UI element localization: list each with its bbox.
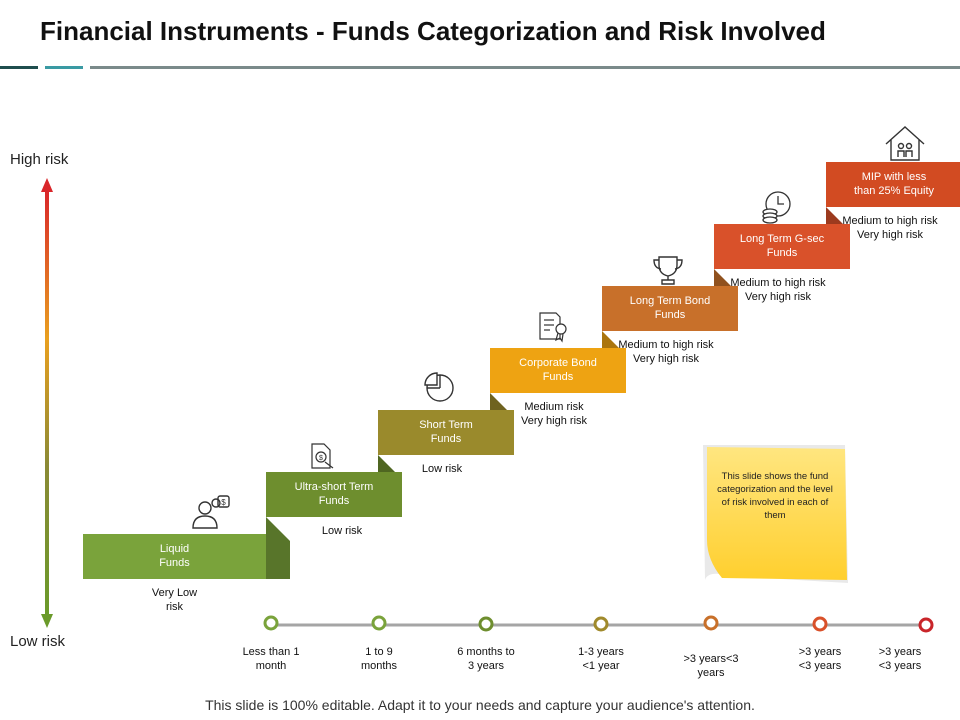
risk-line2: Very high risk: [632, 353, 700, 365]
timeline-marker-4: [593, 616, 609, 632]
step-label-line1: Liquid: [159, 543, 190, 555]
timeline-marker-1: [263, 615, 279, 631]
user-dollar-icon: $: [192, 495, 230, 529]
sticky-note: [703, 445, 848, 583]
step-label-3: Short Term Funds: [378, 418, 514, 446]
timeline-marker-2: [371, 615, 387, 631]
timeline-label-line2: months: [360, 660, 398, 672]
step-label-line1: Corporate Bond: [519, 357, 597, 369]
risk-line1: Medium to high risk: [842, 215, 938, 227]
step-label-line2: Funds: [766, 247, 798, 259]
risk-line1: Low risk: [421, 463, 463, 475]
header-rule-dark: [0, 66, 38, 69]
high-risk-label: High risk: [10, 151, 69, 168]
footer-text: This slide is 100% editable. Adapt it to…: [205, 697, 755, 713]
timeline-label-line1: 1-3 years: [578, 646, 624, 658]
timeline-marker-6: [812, 616, 828, 632]
timeline-label-line1: >3 years: [878, 646, 922, 658]
step-label-line1: MIP with less: [861, 171, 927, 183]
timeline-label-line2: 3 years: [467, 660, 505, 672]
certificate-icon: [539, 312, 567, 343]
timeline-label-line1: 6 months to: [457, 646, 515, 658]
step-block-1: [83, 534, 266, 579]
step-label-line1: Short Term: [419, 419, 473, 431]
house-family-icon: [885, 126, 925, 161]
svg-text:$: $: [221, 498, 226, 507]
timeline-marker-7: [918, 617, 934, 633]
step-label-4: Corporate Bond Funds: [490, 356, 626, 384]
step-label-line1: Ultra-short Term: [294, 481, 374, 493]
step-risk-2: Low risk: [282, 524, 402, 538]
timeline-marker-3: [478, 616, 494, 632]
risk-line1: Medium to high risk: [618, 339, 714, 351]
risk-line2: Very high risk: [520, 415, 588, 427]
step-label-line1: Long Term G-sec: [739, 233, 825, 245]
timeline-label-line2: month: [255, 660, 287, 672]
timeline-label-line1: >3 years<3: [683, 653, 739, 665]
document-dollar-icon: $: [311, 443, 334, 469]
clock-coins-icon: [762, 191, 791, 224]
step-block-2: [266, 472, 402, 517]
note-text: This slide shows the fund categorization…: [717, 471, 833, 521]
step-block-7: [826, 162, 960, 207]
timeline-label-line2: <3 years: [798, 660, 842, 672]
timeline-label-7: >3 years <3 years: [866, 645, 934, 673]
timeline-label-4: 1-3 years <1 year: [556, 645, 646, 673]
timeline-label-line1: Less than 1: [242, 646, 300, 658]
risk-arrow: [41, 178, 53, 628]
staircase: [83, 162, 960, 579]
step-block-5: [602, 286, 738, 331]
step-risk-6: Medium to high risk Very high risk: [718, 276, 838, 304]
step-risk-4: Medium risk Very high risk: [494, 400, 614, 428]
timeline-label-1: Less than 1 month: [226, 645, 316, 673]
step-label-1: Liquid Funds: [83, 542, 266, 570]
risk-line1: Medium risk: [524, 401, 584, 413]
step-label-7: MIP with less than 25% Equity: [826, 170, 960, 198]
risk-line1: Low risk: [321, 525, 363, 537]
step-label-line1: Long Term Bond: [629, 295, 711, 307]
timeline-label-line2: years: [697, 667, 725, 679]
step-block-4: [490, 348, 626, 393]
timeline-label-line2: <3 years: [878, 660, 922, 672]
timeline-label-2: 1 to 9 months: [334, 645, 424, 673]
trophy-icon: [653, 256, 683, 285]
step-risk-7: Medium to high risk Very high risk: [830, 214, 950, 242]
timeline-label-6: >3 years <3 years: [775, 645, 865, 673]
header-rule-gray: [90, 66, 960, 69]
step-block-3: [378, 410, 514, 455]
step-risk-1: Very Low risk: [115, 586, 235, 614]
step-label-line2: than 25% Equity: [853, 185, 935, 197]
step-label-6: Long Term G-sec Funds: [714, 232, 850, 260]
step-label-2: Ultra-short Term Funds: [266, 480, 402, 508]
step-block-6: [714, 224, 850, 269]
timeline-label-line1: 1 to 9: [365, 646, 393, 658]
timeline-label-line1: >3 years: [798, 646, 842, 658]
risk-line2: Very high risk: [856, 229, 924, 241]
page-title: Financial Instruments - Funds Categoriza…: [40, 16, 826, 46]
pie-chart-icon: [424, 372, 454, 402]
step-label-5: Long Term Bond Funds: [602, 294, 738, 322]
timeline-label-line2: <1 year: [582, 660, 620, 672]
step-label-line2: Funds: [430, 433, 462, 445]
step-risk-5: Medium to high risk Very high risk: [606, 338, 726, 366]
timeline-label-3: 6 months to 3 years: [441, 645, 531, 673]
risk-line2: risk: [165, 601, 184, 613]
step-label-line2: Funds: [654, 309, 686, 321]
svg-text:$: $: [319, 455, 323, 462]
step-label-line2: Funds: [542, 371, 574, 383]
low-risk-label: Low risk: [10, 633, 66, 650]
step-side-1: [266, 517, 290, 579]
step-label-line2: Funds: [318, 495, 350, 507]
step-label-line2: Funds: [159, 557, 190, 569]
risk-line1: Very Low: [151, 587, 198, 599]
timeline-label-5: >3 years<3 years: [666, 652, 756, 680]
risk-line1: Medium to high risk: [730, 277, 826, 289]
header-rule-teal: [45, 66, 83, 69]
timeline-marker-5: [703, 615, 719, 631]
timeline: [263, 615, 934, 633]
risk-line2: Very high risk: [744, 291, 812, 303]
step-risk-3: Low risk: [382, 462, 502, 476]
